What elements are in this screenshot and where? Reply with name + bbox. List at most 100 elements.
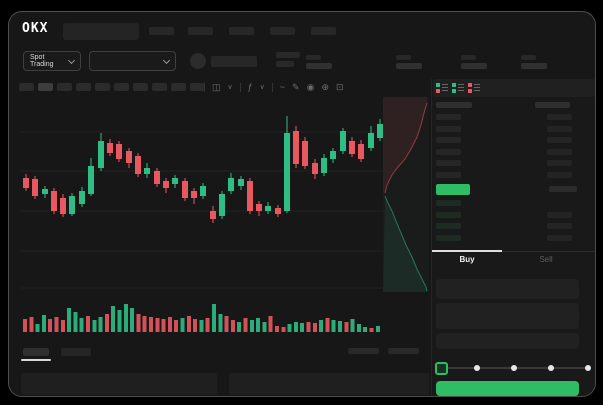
bid-price-skeleton <box>436 200 461 206</box>
chart-tools: ◫ ∨ ƒ ∨ ~ ✎ ◉ ⊕ ⊡ <box>204 80 344 94</box>
ask-amount-skeleton <box>547 148 572 155</box>
ask-price-skeleton <box>436 171 461 178</box>
ask-amount-skeleton <box>547 125 572 132</box>
stat-label-skeleton <box>306 55 321 60</box>
price-skeleton <box>276 52 300 58</box>
tab-buy[interactable]: Buy <box>459 255 475 264</box>
orders-table-skeleton <box>21 373 217 395</box>
ob-header-skeleton <box>535 102 570 108</box>
nav-item-skeleton[interactable] <box>311 27 336 35</box>
stat-label-skeleton <box>521 55 536 60</box>
stat-label-skeleton <box>461 55 476 60</box>
slider-stop-dot[interactable] <box>585 365 591 371</box>
ob-header-skeleton <box>436 102 472 108</box>
stat-value-skeleton <box>306 63 332 69</box>
bottom-tab-active[interactable] <box>23 348 49 356</box>
price-input[interactable] <box>436 279 579 299</box>
chevron-down-icon[interactable]: ∨ <box>259 83 265 91</box>
ask-amount-skeleton <box>547 114 572 120</box>
price-chart[interactable] <box>21 97 383 335</box>
icon-line <box>474 84 480 85</box>
icon-cell <box>452 89 456 93</box>
mid-price-highlight <box>436 184 470 195</box>
timeframe-button[interactable] <box>76 83 91 91</box>
buy-tab-indicator <box>432 250 502 252</box>
buy-submit-button[interactable] <box>436 381 579 396</box>
timeframe-button[interactable] <box>95 83 110 91</box>
market-type-dropdown[interactable]: Spot Trading <box>23 51 81 71</box>
timeframe-button[interactable] <box>152 83 167 91</box>
pair-dropdown[interactable] <box>89 51 176 71</box>
ask-price-skeleton <box>436 148 461 155</box>
bottom-tab-underline <box>21 359 51 361</box>
icon-cell <box>468 83 472 87</box>
book-asks-icon[interactable] <box>468 82 480 94</box>
divider <box>271 82 273 92</box>
orders-table-skeleton <box>229 373 429 395</box>
icon-line <box>442 90 448 91</box>
book-combined-icon[interactable] <box>436 82 448 94</box>
search-input[interactable] <box>63 23 139 40</box>
icon-line <box>458 87 464 88</box>
nav-item-skeleton[interactable] <box>188 27 213 35</box>
bid-price-skeleton <box>436 211 461 218</box>
line-tool-icon[interactable]: ~ <box>279 81 286 92</box>
ask-amount-skeleton <box>547 137 572 143</box>
timeframe-button[interactable] <box>38 83 53 91</box>
camera-icon[interactable]: ◉ <box>306 81 315 92</box>
slider-stop-dot[interactable] <box>511 365 517 371</box>
tab-sell[interactable]: Sell <box>539 255 553 264</box>
order-panel: Buy Sell <box>431 79 595 396</box>
stat-value-skeleton <box>521 63 547 69</box>
amount-input[interactable] <box>436 303 579 329</box>
timeframe-button[interactable] <box>57 83 72 91</box>
stat-label-skeleton <box>396 55 411 60</box>
slider-stop-dot[interactable] <box>474 365 480 371</box>
icon-cell <box>452 83 456 87</box>
bid-price-skeleton <box>436 223 461 229</box>
orderbook-toolbar <box>433 79 595 97</box>
slider-stop-dot[interactable] <box>548 365 554 371</box>
bid-amount-skeleton <box>547 223 572 229</box>
indicators-icon[interactable]: ƒ <box>247 81 253 92</box>
timeframe-button[interactable] <box>190 83 205 91</box>
icon-line <box>458 84 464 85</box>
icon-line <box>474 90 480 91</box>
tab-divider <box>502 251 595 252</box>
nav-item-skeleton[interactable] <box>149 27 174 35</box>
timeframe-button[interactable] <box>19 83 34 91</box>
draw-tool-icon[interactable]: ✎ <box>292 81 300 92</box>
stat-value-skeleton <box>396 63 422 69</box>
nav-item-skeleton[interactable] <box>270 27 295 35</box>
slider-handle[interactable] <box>435 362 448 375</box>
history-icon[interactable]: ⊕ <box>321 81 329 92</box>
app-window: OKX Spot Trading ◫ ∨ ƒ ∨ ~ ✎ ◉ ⊕ ⊡ <box>8 11 596 397</box>
icon-line <box>458 90 464 91</box>
timeframe-button[interactable] <box>171 83 186 91</box>
bottom-filter-skeleton[interactable] <box>388 348 419 354</box>
chevron-down-icon <box>68 56 76 64</box>
bottom-filter-skeleton[interactable] <box>348 348 379 354</box>
bid-amount-skeleton <box>547 234 572 241</box>
chevron-down-icon[interactable]: ∨ <box>227 83 233 91</box>
timeframe-button[interactable] <box>114 83 129 91</box>
pair-name-skeleton <box>211 56 257 67</box>
book-bids-icon[interactable] <box>452 82 464 94</box>
ask-amount-skeleton <box>547 160 572 166</box>
divider <box>239 82 241 92</box>
bottom-tab[interactable] <box>61 348 91 356</box>
ask-price-skeleton <box>436 114 461 120</box>
icon-line <box>442 87 448 88</box>
chevron-down-icon <box>162 56 171 64</box>
stat-value-skeleton <box>461 63 487 69</box>
nav-item-skeleton[interactable] <box>229 27 254 35</box>
fullscreen-icon[interactable]: ⊡ <box>336 81 344 92</box>
market-type-label: Spot Trading <box>30 54 54 68</box>
icon-cell <box>436 83 440 87</box>
divider <box>204 82 205 92</box>
candle-style-icon[interactable]: ◫ <box>212 81 221 92</box>
timeframe-button[interactable] <box>133 83 148 91</box>
coin-avatar <box>190 53 206 69</box>
icon-line <box>474 87 480 88</box>
total-input[interactable] <box>436 333 579 349</box>
